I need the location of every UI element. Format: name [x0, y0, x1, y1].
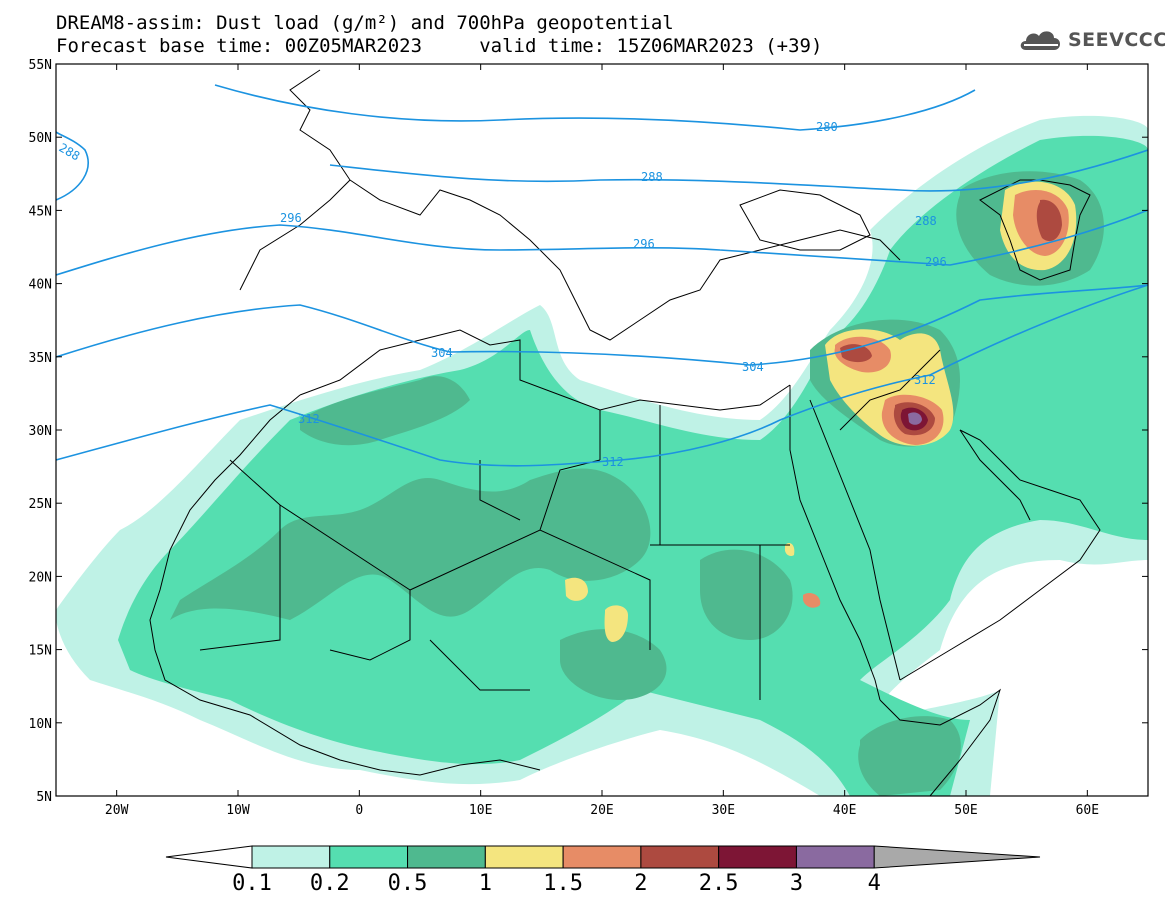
- lat-label: 25N: [29, 497, 52, 512]
- colorbar-segment: [251, 845, 331, 869]
- map-subtitle: Forecast base time: 00Z05MAR2023 valid t…: [56, 35, 823, 57]
- lat-label: 35N: [29, 351, 52, 366]
- colorbar-segment: [795, 845, 875, 869]
- lon-label: 20E: [590, 803, 613, 818]
- dust-level-1: [604, 605, 628, 642]
- contour-label: 288: [915, 214, 937, 228]
- lat-label: 15N: [29, 644, 52, 659]
- colorbar-label: 2.5: [699, 871, 739, 896]
- colorbar-segment: [407, 845, 486, 869]
- coastline-europe: [239, 69, 901, 341]
- dust-level-1: [784, 543, 795, 557]
- country-borders: [149, 69, 1101, 796]
- lon-label: 20W: [105, 803, 129, 818]
- dust-level-0.5: [700, 549, 793, 640]
- lat-label: 5N: [36, 790, 52, 805]
- contour-312: [56, 284, 1148, 467]
- dust-level-0.5: [170, 468, 651, 620]
- colorbar-segment: [640, 845, 720, 869]
- coastline-west-africa: [149, 394, 541, 776]
- contour-label: 312: [298, 412, 320, 426]
- colorbar-label: 0.1: [232, 871, 272, 896]
- lon-label: 40E: [833, 803, 856, 818]
- contour-280: [214, 84, 976, 131]
- lat-label: 40N: [29, 278, 52, 293]
- lon-label: 10E: [469, 803, 492, 818]
- colorbar-label: 0.5: [388, 871, 428, 896]
- lon-label: 60E: [1076, 803, 1099, 818]
- contour-label: 296: [280, 211, 302, 225]
- latitude-axis: 55N 50N 45N 40N 35N 30N 25N 20N 15N 10N 5N: [29, 58, 1148, 805]
- dust-shading: [56, 115, 1148, 796]
- horn-of-africa: [879, 688, 1001, 796]
- map-title: DREAM8-assim: Dust load (g/m²) and 700hP…: [56, 12, 674, 34]
- colorbar-segment: [562, 845, 642, 869]
- contour-label: 312: [602, 455, 624, 469]
- dust-level-3: [908, 412, 922, 425]
- lon-label: 30E: [712, 803, 735, 818]
- colorbar-arrow-high: [873, 845, 1041, 869]
- cloud-icon: [1020, 31, 1060, 50]
- lat-label: 30N: [29, 424, 52, 439]
- colorbar-label: 0.2: [310, 871, 350, 896]
- contour-label: 296: [633, 237, 655, 251]
- coastline-north-africa: [299, 329, 791, 411]
- contour-label: 296: [925, 255, 947, 269]
- contour-304: [56, 284, 1148, 366]
- dust-level-2: [840, 344, 872, 363]
- logo-text: SEEVCCC: [1068, 29, 1165, 51]
- lat-label: 55N: [29, 58, 52, 73]
- dust-level-2: [1036, 199, 1062, 242]
- dust-level-1.5: [803, 593, 821, 608]
- lon-label: 50E: [954, 803, 977, 818]
- colorbar-label: 1: [479, 871, 492, 896]
- interior-borders: [199, 349, 941, 700]
- seevccc-logo: SEEVCCC: [1018, 26, 1165, 54]
- black-sea: [739, 189, 871, 251]
- dust-level-0.2: [118, 135, 1148, 796]
- red-sea: [789, 385, 901, 701]
- lat-label: 50N: [29, 131, 52, 146]
- contour-288: [56, 131, 89, 201]
- longitude-axis: 20W 10W 0 10E 20E 30E 40E 50E 60E: [105, 64, 1099, 818]
- contour-296: [56, 209, 1148, 276]
- colorbar-label: 4: [868, 871, 881, 896]
- colorbar-segment: [484, 845, 564, 869]
- colorbar-label: 1.5: [543, 871, 583, 896]
- lon-label: 10W: [226, 803, 250, 818]
- persian-gulf: [959, 429, 1031, 521]
- colorbar-segment: [329, 845, 409, 869]
- contour-label: 288: [641, 170, 663, 184]
- arabian-peninsula: [899, 429, 1101, 681]
- geopotential-contours: [56, 84, 1148, 467]
- colorbar-label: 2: [634, 871, 647, 896]
- lat-label: 45N: [29, 204, 52, 219]
- dust-level-0.5: [560, 629, 667, 700]
- contour-label: 304: [431, 346, 453, 360]
- colorbar-label: 3: [790, 871, 803, 896]
- contour-label: 304: [742, 360, 764, 374]
- dust-level-1: [565, 577, 588, 601]
- contour-label: 280: [816, 120, 838, 134]
- dust-level-0.5: [858, 716, 961, 796]
- lat-label: 20N: [29, 570, 52, 585]
- contour-288: [329, 149, 1148, 192]
- colorbar-arrow-low: [165, 845, 253, 869]
- contour-label: 312: [914, 373, 936, 387]
- colorbar: 0.1 0.2 0.5 1 1.5 2 2.5 3 4: [165, 845, 1041, 896]
- colorbar-segment: [718, 845, 797, 869]
- lat-label: 10N: [29, 717, 52, 732]
- lon-label: 0: [355, 803, 363, 818]
